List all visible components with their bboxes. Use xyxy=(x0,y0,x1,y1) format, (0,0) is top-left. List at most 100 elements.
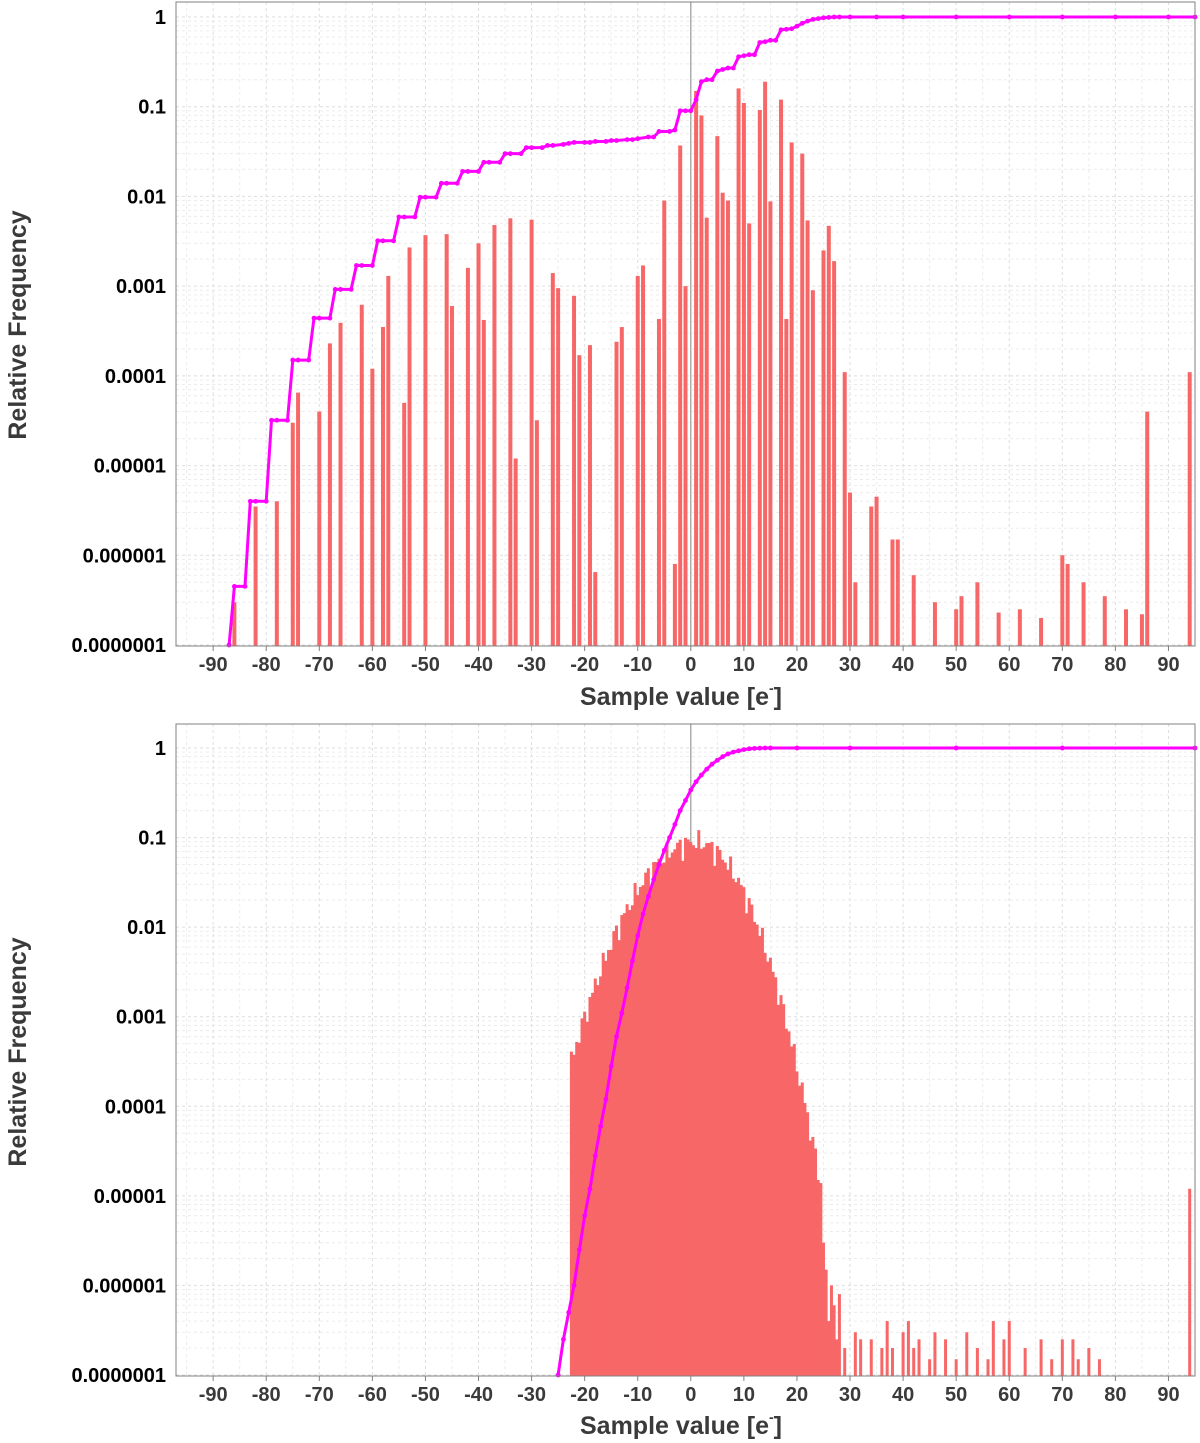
cumulative-point xyxy=(699,79,704,85)
x-tick-label: -10 xyxy=(623,1384,652,1406)
histogram-bar xyxy=(737,877,741,1376)
cumulative-point xyxy=(656,862,662,867)
histogram-bar xyxy=(662,200,667,646)
histogram-bar xyxy=(827,1321,831,1376)
x-tick-label: -30 xyxy=(517,654,546,676)
x-axis-label-close: ] xyxy=(774,1412,782,1440)
histogram-bar xyxy=(819,1183,823,1376)
histogram-bar xyxy=(715,845,719,1376)
histogram-bar xyxy=(787,1031,791,1376)
histogram-bars xyxy=(569,830,1192,1376)
cumulative-point xyxy=(746,746,752,752)
cumulative-point xyxy=(709,761,715,767)
x-tick-label: -40 xyxy=(464,654,493,676)
y-axis-label: Relative Frequency xyxy=(4,210,32,439)
histogram-bar xyxy=(1187,372,1192,646)
histogram-bar xyxy=(609,949,613,1376)
cumulative-point xyxy=(645,134,651,140)
x-tick-label: -60 xyxy=(358,654,387,676)
cumulative-point xyxy=(306,357,312,363)
histogram-bar xyxy=(686,839,690,1376)
histogram-bar xyxy=(1002,1339,1006,1376)
histogram-bar xyxy=(816,1179,820,1376)
cumulative-point xyxy=(263,498,269,504)
histogram-bar xyxy=(843,1348,847,1376)
histogram-bar xyxy=(890,539,895,646)
histogram-bar xyxy=(790,1046,794,1376)
histogram-bar xyxy=(741,103,746,646)
cumulative-point xyxy=(672,127,678,133)
x-tick-label: -20 xyxy=(570,654,599,676)
histogram-bar xyxy=(806,1112,810,1376)
histogram-bar xyxy=(829,1285,833,1376)
cumulative-point xyxy=(226,642,232,648)
histogram-bar xyxy=(614,341,619,646)
histogram-bar xyxy=(1097,1359,1101,1376)
cumulative-point xyxy=(730,65,736,71)
histogram-bar xyxy=(689,842,693,1376)
histogram-bar xyxy=(965,1332,969,1376)
cumulative-point xyxy=(768,37,773,43)
histogram-bar xyxy=(747,223,752,647)
x-axis-label-main: Sample value [e xyxy=(580,1412,769,1440)
cumulative-point xyxy=(576,1247,582,1253)
histogram-bar xyxy=(928,1359,932,1376)
histogram-bar xyxy=(572,295,577,646)
x-tick-label: 50 xyxy=(945,1384,967,1406)
x-tick-label: -40 xyxy=(464,1384,493,1406)
cumulative-point xyxy=(1059,745,1065,751)
histogram-bar xyxy=(805,220,810,646)
histogram-bar xyxy=(670,852,674,1376)
x-tick-label: 50 xyxy=(945,654,967,676)
x-axis-label: Sample value [e-] xyxy=(580,1409,782,1440)
cumulative-point xyxy=(316,315,322,321)
cumulative-point xyxy=(247,498,253,504)
x-tick-label: -20 xyxy=(570,1384,599,1406)
cumulative-point xyxy=(661,847,667,853)
histogram-bar xyxy=(513,458,518,646)
histogram-bar xyxy=(656,319,661,646)
histogram-bar xyxy=(620,915,624,1376)
histogram-bar xyxy=(784,319,789,646)
histogram-bar xyxy=(810,290,815,646)
histogram-bar xyxy=(723,862,727,1376)
histogram-bar xyxy=(662,862,666,1376)
histogram-bar xyxy=(577,355,582,646)
histogram-bar xyxy=(996,612,1001,646)
histogram-bar xyxy=(808,1140,812,1376)
cumulative-point xyxy=(592,1153,598,1159)
histogram-bar xyxy=(633,883,637,1376)
x-tick-label: 10 xyxy=(733,1384,755,1406)
histogram-bar xyxy=(697,830,701,1376)
histogram-bar xyxy=(853,582,858,646)
cumulative-point xyxy=(598,1123,603,1129)
x-tick-label: -70 xyxy=(305,1384,334,1406)
histogram-bar xyxy=(534,420,539,646)
histogram-bar xyxy=(587,345,592,646)
histogram-bar xyxy=(599,976,603,1376)
histogram-bar xyxy=(694,848,698,1376)
histogram-bar xyxy=(619,327,624,646)
histogram-bar xyxy=(615,925,619,1376)
cumulative-point xyxy=(635,933,641,939)
histogram-bar xyxy=(630,905,634,1376)
y-tick-label: 0.01 xyxy=(127,186,166,208)
histogram-bar xyxy=(550,273,555,646)
histogram-bar xyxy=(824,1269,828,1376)
cumulative-point xyxy=(831,14,837,20)
cumulative-point xyxy=(566,1309,572,1315)
histogram-bar xyxy=(1124,609,1129,646)
histogram-bar xyxy=(591,992,595,1376)
cumulative-point xyxy=(688,108,694,114)
histogram-bar xyxy=(572,1054,576,1376)
histogram-bar xyxy=(725,200,730,646)
cumulative-point xyxy=(274,417,280,423)
histogram-bar xyxy=(601,952,605,1376)
cumulative-point xyxy=(624,137,630,142)
histogram-bar xyxy=(704,217,709,646)
histogram-bar xyxy=(665,842,669,1376)
histogram-bar xyxy=(274,501,279,646)
cumulative-point xyxy=(1006,14,1012,20)
histogram-bar xyxy=(975,582,980,646)
histogram-bar xyxy=(1102,596,1107,646)
